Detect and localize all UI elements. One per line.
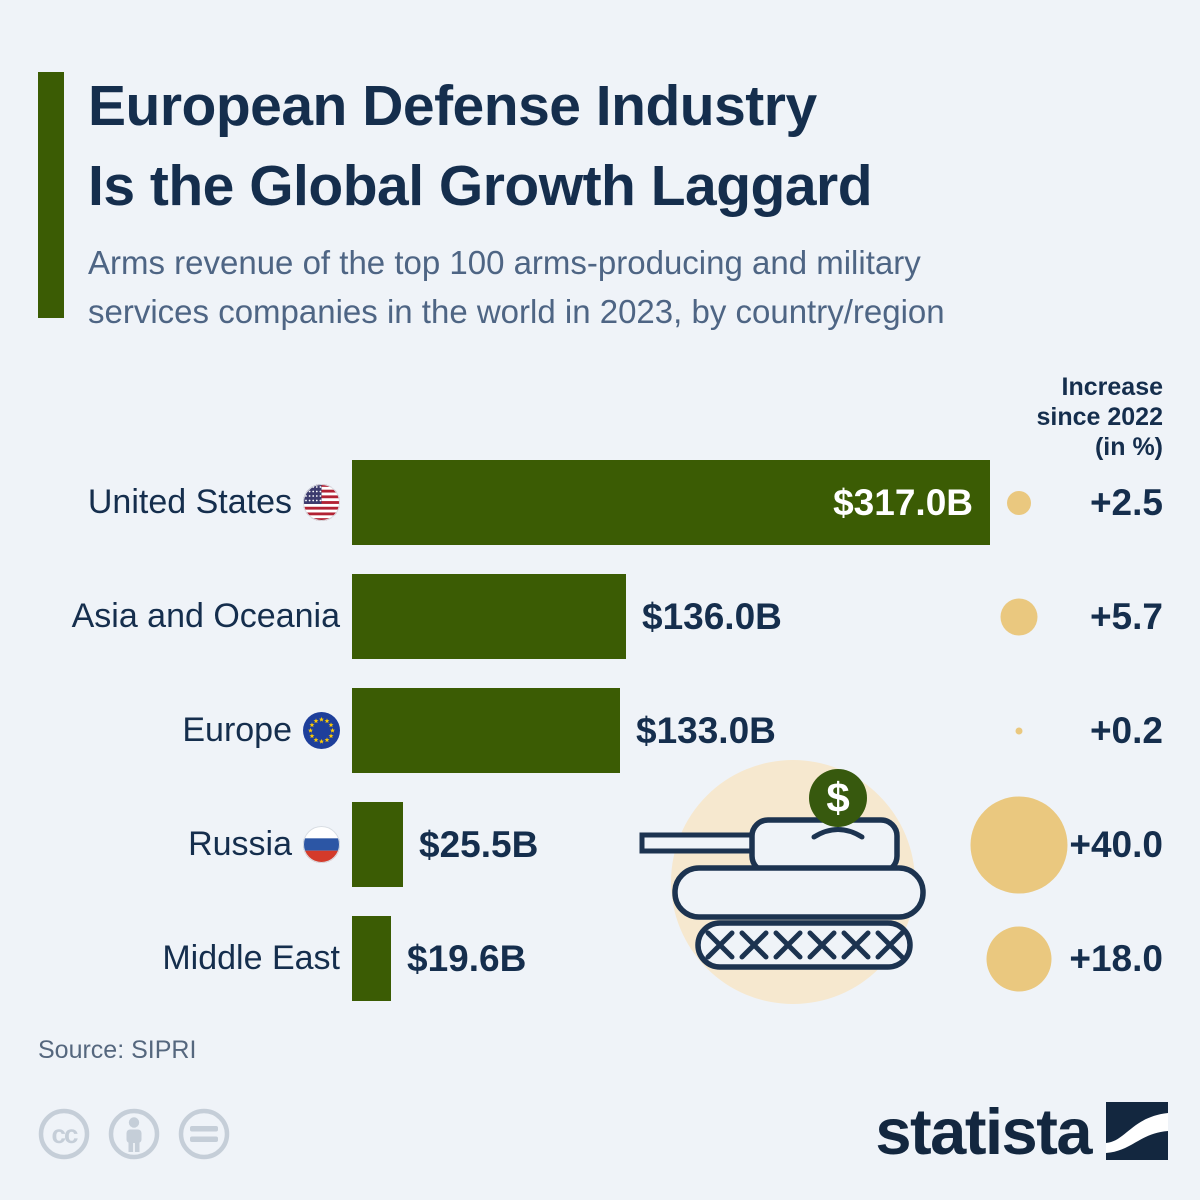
- increase-bubble: [970, 796, 1068, 893]
- svg-text:cc: cc: [52, 1119, 78, 1149]
- category-label-europe: Europe: [0, 688, 340, 773]
- cc-nd-icon: [178, 1108, 230, 1160]
- tank-tracks: [695, 920, 913, 970]
- category-label-asia-and-oceania: Asia and Oceania: [0, 574, 340, 659]
- coin-dollar-symbol: $: [826, 774, 849, 821]
- category-label-text: Europe: [182, 711, 292, 749]
- title-line-1: European Defense Industry: [88, 74, 817, 138]
- increase-bubble: [1015, 727, 1023, 734]
- chart-row-europe: Europe $133.0B +0: [0, 688, 1200, 773]
- increase-value-label: +2.5: [1089, 481, 1163, 523]
- subtitle-line-2: services companies in the world in 2023,…: [88, 293, 945, 330]
- increase-value-label: +5.7: [1089, 595, 1163, 637]
- bar-value-label: $133.0B: [636, 709, 776, 751]
- bar-asia-and-oceania: [352, 574, 626, 659]
- bar-value-label: $136.0B: [642, 595, 782, 637]
- bar-value-label: $19.6B: [407, 937, 527, 979]
- increase-bubble: [1000, 598, 1038, 635]
- bar-middle-east: [352, 916, 391, 1001]
- statista-wordmark: statista: [875, 1094, 1092, 1168]
- tank-track-x-pattern: [705, 930, 905, 960]
- increase-value-label: +40.0: [1069, 823, 1163, 865]
- bar-value-label: $317.0B: [833, 481, 973, 523]
- category-label-text: United States: [87, 483, 292, 521]
- increase-value-label: +18.0: [1069, 937, 1163, 979]
- increase-header-line-2: since 2022: [1036, 403, 1164, 431]
- subtitle-line-1: Arms revenue of the top 100 arms-produci…: [88, 244, 921, 281]
- increase-header-line-3: (in %): [1094, 433, 1163, 461]
- russia-flag-icon: [303, 826, 340, 863]
- category-label-middle-east: Middle East: [0, 916, 340, 1001]
- category-label-text: Asia and Oceania: [71, 597, 340, 635]
- bar-united-states: $317.0B: [352, 460, 990, 545]
- increase-header-line-1: Increase: [1061, 373, 1163, 401]
- us-flag-icon: [303, 484, 340, 521]
- tank-turret: [749, 817, 900, 875]
- bar-russia: [352, 802, 403, 887]
- source-note: Source: SIPRI: [38, 1036, 197, 1064]
- chart-row-middle-east: Middle East $19.6B +18.0: [0, 916, 1200, 1001]
- coin-icon: [809, 769, 867, 827]
- cc-by-icon: [108, 1108, 160, 1160]
- category-label-russia: Russia: [0, 802, 340, 887]
- category-label-text: Middle East: [162, 939, 340, 977]
- statista-logo-mark: [1106, 1102, 1168, 1160]
- eu-flag-icon: [303, 712, 340, 749]
- category-label-united-states: United States: [0, 460, 340, 545]
- bar-value-label: $25.5B: [419, 823, 539, 865]
- title-line-2: Is the Global Growth Laggard: [88, 154, 873, 218]
- chart-row-russia: Russia $25.5B +40.0: [0, 796, 1200, 893]
- increase-bubble: [986, 926, 1052, 991]
- increase-column-header: Increase since 2022 (in %): [1037, 372, 1164, 462]
- page-subtitle: Arms revenue of the top 100 arms-produci…: [88, 238, 945, 336]
- tank-cannon: [639, 832, 755, 854]
- increase-value-label: +0.2: [1089, 709, 1163, 751]
- tank-piggy-bank-illustration: $: [639, 760, 926, 1004]
- chart-row-united-states: United States: [0, 460, 1200, 545]
- coin-slot: [811, 827, 865, 840]
- title-accent-bar: [38, 72, 64, 318]
- page-title: European Defense Industry Is the Global …: [88, 66, 873, 226]
- cc-icon: [38, 1108, 90, 1160]
- increase-bubble: [1007, 490, 1031, 515]
- bar-europe: [352, 688, 620, 773]
- statista-logo[interactable]: statista: [0, 1094, 1168, 1168]
- category-label-text: Russia: [188, 825, 292, 863]
- chart-row-asia-and-oceania: Asia and Oceania $136.0B +5.7: [0, 574, 1200, 659]
- tank-body: [672, 865, 926, 920]
- cc-license-icons[interactable]: cc: [38, 1106, 258, 1162]
